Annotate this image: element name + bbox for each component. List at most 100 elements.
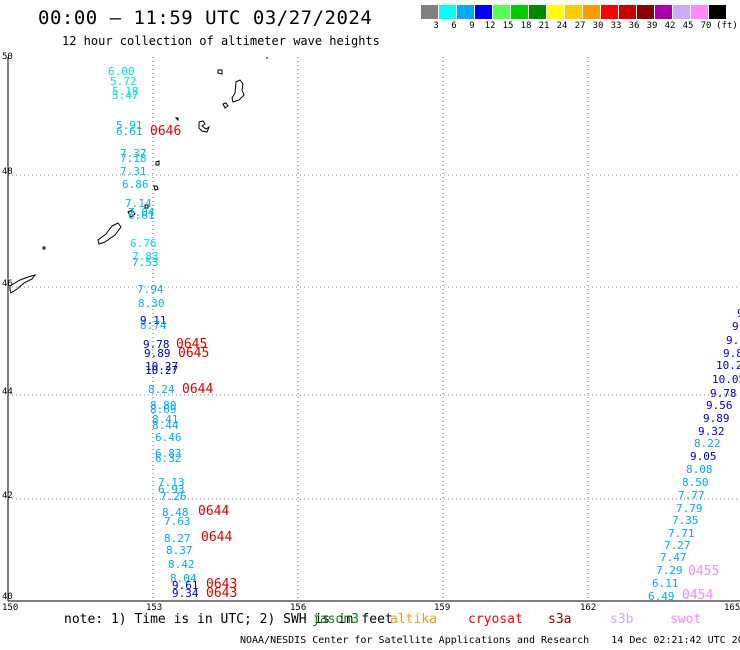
wave-height-reading: 6.86 (122, 178, 149, 191)
legend-swatch (511, 5, 528, 19)
satellite-name: cryosat (468, 612, 523, 627)
legend-swatch (655, 5, 672, 19)
latitude-tick: 40 (2, 592, 13, 602)
wave-height-reading: 7.04 (128, 206, 155, 219)
wave-height-reading: 6.49 (648, 590, 675, 603)
legend-label: 18 (520, 21, 532, 31)
wave-height-reading: 7.53 (132, 256, 159, 269)
wave-height-reading: 6.61 (128, 209, 155, 222)
latitude-tick: 50 (2, 52, 13, 62)
wave-height-reading: 6.46 (155, 431, 182, 444)
wave-height-reading: 9.56 (706, 399, 733, 412)
wave-height-reading: 6.11 (652, 577, 679, 590)
legend-swatch (601, 5, 618, 19)
legend-swatch (691, 5, 708, 19)
wave-height-reading: 7.47 (660, 551, 687, 564)
legend-label: 39 (646, 21, 658, 31)
legend-swatch (439, 5, 456, 19)
wave-height-reading: 8.80 (150, 399, 177, 412)
map-title: 00:00 – 11:59 UTC 03/27/2024 (38, 7, 373, 29)
longitude-tick: 156 (290, 603, 307, 613)
legend-swatch (529, 5, 546, 19)
wave-height-reading: 8.41 (152, 413, 179, 426)
legend-label: 15 (502, 21, 514, 31)
pass-time: 0646 (150, 124, 182, 139)
credit-line: NOAA/NESDIS Center for Satellite Applica… (240, 635, 740, 646)
wave-height-reading: 9.05 (690, 450, 717, 463)
wave-height-reading: 6.00 (108, 65, 135, 78)
longitude-tick: 162 (580, 603, 597, 613)
wave-height-reading: 8.30 (138, 297, 165, 310)
wave-height-reading: 7.94 (137, 283, 164, 296)
wave-height-reading: 9.61 (172, 579, 199, 592)
legend-swatch (673, 5, 690, 19)
wave-height-reading: 8.48 (162, 506, 189, 519)
wave-height-reading: 5.18 (112, 85, 139, 98)
legend-label: 45 (682, 21, 694, 31)
legend-label: 3 (433, 21, 439, 31)
wave-height-reading: 8.42 (168, 558, 195, 571)
longitude-tick: 165 (724, 603, 740, 613)
legend-swatch (421, 5, 438, 19)
legend-label: 24 (556, 21, 568, 31)
wave-height-reading: 7.63 (164, 515, 191, 528)
longitude-tick: 153 (146, 603, 163, 613)
wave-height-reading: 8.04 (170, 572, 197, 585)
wave-height-reading: 7.35 (672, 514, 699, 527)
pass-time: 0645 (178, 346, 210, 361)
pass-time: 0643 (206, 577, 238, 592)
pass-time: 0645 (176, 337, 208, 352)
latitude-tick: 48 (2, 167, 13, 177)
wave-height-reading: 7.29 (656, 564, 683, 577)
wave-height-reading: 9.89 (703, 412, 730, 425)
longitude-tick: 150 (2, 603, 19, 613)
legend-label: 9 (469, 21, 475, 31)
wave-height-reading: 8.27 (164, 532, 191, 545)
legend-label: 27 (574, 21, 586, 31)
footer-note: note: 1) Time is in UTC; 2) SWH is in fe… (64, 612, 393, 627)
generated-timestamp: 14 Dec 02:21:42 UTC 2024 (611, 635, 740, 646)
latitude-tick: 46 (2, 279, 13, 289)
legend-swatch (619, 5, 636, 19)
wave-height-reading: 7.79 (676, 502, 703, 515)
wave-height-reading: 7.27 (664, 539, 691, 552)
wave-height-reading: 6.32 (155, 452, 182, 465)
credit-text: NOAA/NESDIS Center for Satellite Applica… (240, 635, 590, 646)
wave-height-reading: 8.22 (694, 437, 721, 450)
wave-height-reading: 7.83 (132, 250, 159, 263)
pass-time: 0644 (198, 504, 230, 519)
wave-height-reading: 10.27 (145, 364, 179, 377)
wave-height-reading: 9 (737, 308, 740, 319)
legend-swatch (547, 5, 564, 19)
wave-height-reading: 9.78 (143, 338, 170, 351)
satellite-name: s3b (610, 612, 634, 627)
wave-height-reading: 7.77 (678, 489, 705, 502)
wave-height-reading: 9.34 (172, 587, 199, 600)
wave-height-reading: 8.08 (686, 463, 713, 476)
wave-height-reading: 5.47 (112, 89, 139, 102)
legend-label: 33 (610, 21, 622, 31)
legend-label: 21 (538, 21, 550, 31)
wave-height-reading: 8.37 (166, 544, 193, 557)
legend-label: 70 (700, 21, 712, 31)
satellite-name: s3a (548, 612, 572, 627)
satellite-name: jason3 (312, 612, 359, 627)
wave-height-reading: 10.05 (712, 373, 740, 386)
wave-height-reading: 7.14 (125, 197, 152, 210)
wave-height-reading: 5.72 (110, 75, 137, 88)
wave-height-reading: 7.71 (668, 527, 695, 540)
wave-height-reading: 9.32 (698, 425, 725, 438)
wave-height-reading: 7.26 (160, 490, 187, 503)
pass-time: 0644 (201, 530, 233, 545)
wave-height-reading: 9.78 (710, 387, 737, 400)
satellite-name: swot (670, 612, 702, 627)
wave-height-reading: 9.89 (144, 347, 171, 360)
wave-height-reading: 7.18 (120, 152, 147, 165)
grid-lines (8, 57, 740, 601)
legend-swatch (637, 5, 654, 19)
wave-height-legend: 3 6 9 12 15 18 21 24 27 30 33 36 39 42 45 70 (ft) (421, 5, 738, 35)
wave-height-reading: 8.44 (152, 419, 179, 432)
legend-swatch (583, 5, 600, 19)
pass-time: 0455 (688, 564, 720, 579)
wave-height-reading: 7.37 (120, 147, 147, 160)
